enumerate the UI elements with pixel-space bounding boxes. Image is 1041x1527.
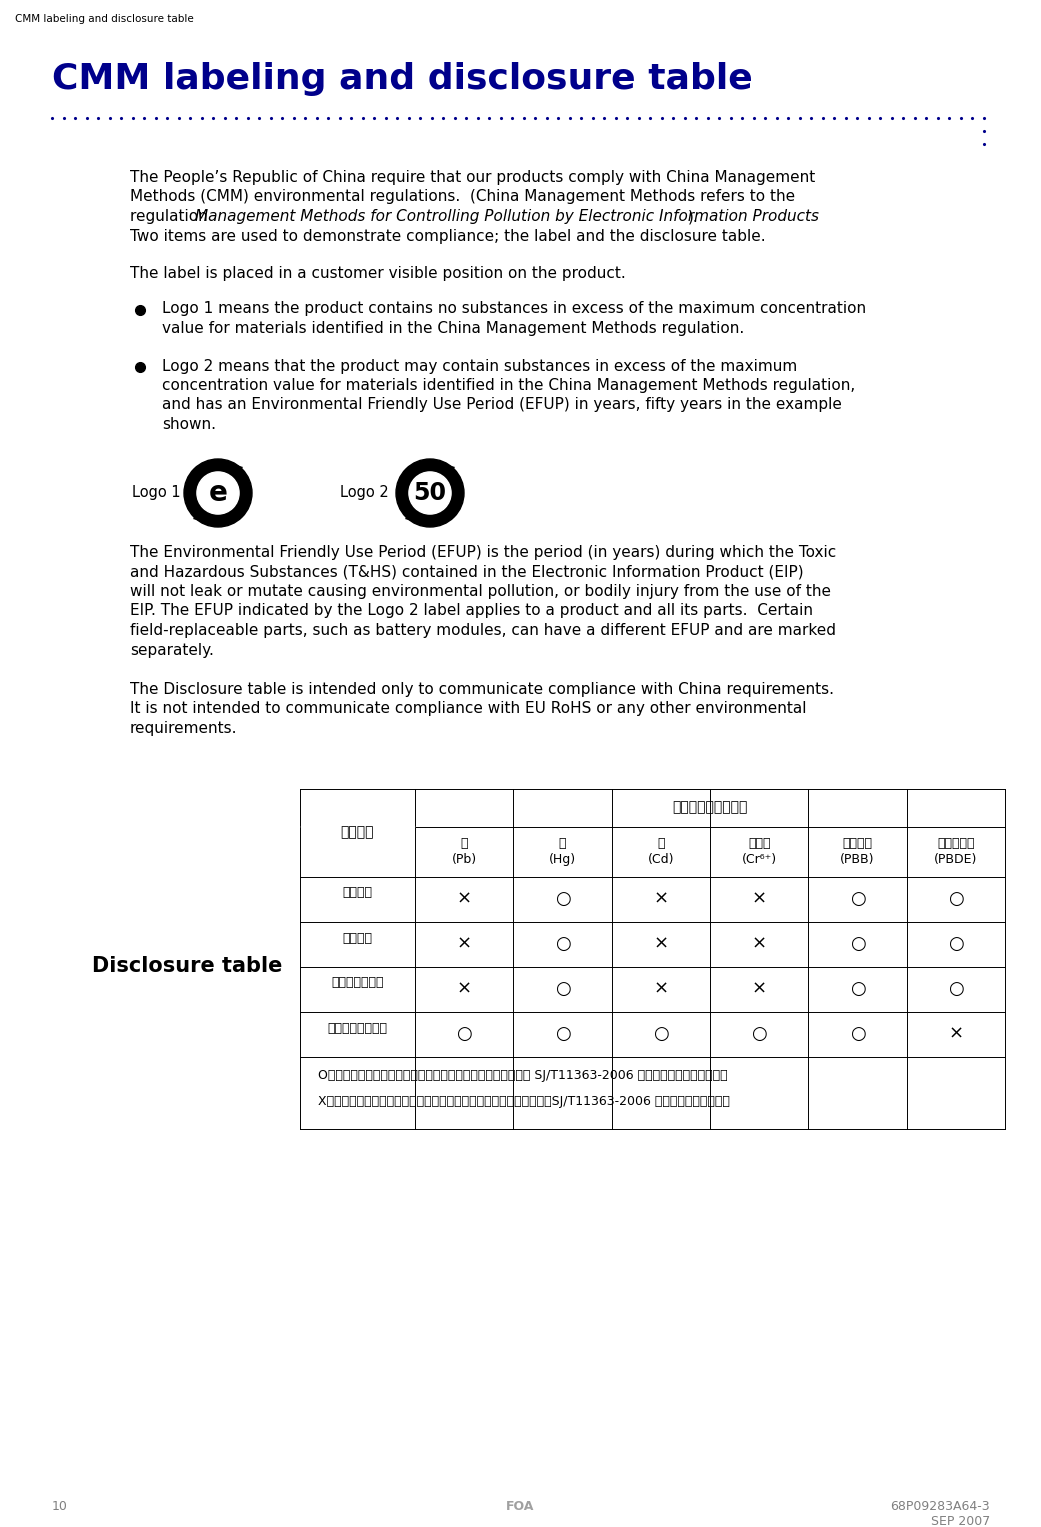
Text: requirements.: requirements.: [130, 721, 237, 736]
Text: Logo 2: Logo 2: [340, 486, 388, 499]
Text: Logo 1 means the product contains no substances in excess of the maximum concent: Logo 1 means the product contains no sub…: [162, 301, 866, 316]
Text: ○: ○: [948, 890, 964, 909]
Text: and Hazardous Substances (T&HS) contained in the Electronic Information Product : and Hazardous Substances (T&HS) containe…: [130, 565, 804, 580]
Text: ×: ×: [654, 980, 668, 999]
Text: 六价铬
(Cr⁶⁺): 六价铬 (Cr⁶⁺): [741, 837, 777, 866]
Text: ×: ×: [752, 890, 767, 909]
Polygon shape: [228, 464, 243, 472]
Text: and has an Environmental Friendly Use Period (EFUP) in years, fifty years in the: and has an Environmental Friendly Use Pe…: [162, 397, 842, 412]
Text: EIP. The EFUP indicated by the Logo 2 label applies to a product and all its par: EIP. The EFUP indicated by the Logo 2 la…: [130, 603, 813, 618]
Text: ×: ×: [948, 1025, 963, 1043]
Text: ○: ○: [948, 935, 964, 953]
Text: Methods (CMM) environmental regulations.  (China Management Methods refers to th: Methods (CMM) environmental regulations.…: [130, 189, 795, 205]
Text: CMM labeling and disclosure table: CMM labeling and disclosure table: [52, 63, 753, 96]
Text: ×: ×: [457, 890, 472, 909]
Text: CMM labeling and disclosure table: CMM labeling and disclosure table: [15, 14, 194, 24]
Text: e: e: [208, 479, 227, 507]
Text: 镉
(Cd): 镉 (Cd): [648, 837, 675, 866]
Text: ×: ×: [457, 935, 472, 953]
Text: ○: ○: [948, 980, 964, 999]
Text: ○: ○: [849, 935, 865, 953]
Text: ).: ).: [688, 209, 699, 224]
Text: ×: ×: [654, 890, 668, 909]
Text: The Disclosure table is intended only to communicate compliance with China requi: The Disclosure table is intended only to…: [130, 683, 834, 696]
Text: The Environmental Friendly Use Period (EFUP) is the period (in years) during whi: The Environmental Friendly Use Period (E…: [130, 545, 836, 560]
Text: ○: ○: [555, 935, 570, 953]
Text: 10: 10: [52, 1500, 68, 1513]
Text: 金属部件: 金属部件: [342, 887, 373, 899]
Text: ○: ○: [653, 1025, 668, 1043]
Circle shape: [197, 472, 239, 515]
Text: shown.: shown.: [162, 417, 215, 432]
Text: X：　表示该有毒有害物质至少在该部件的某一均质材料中的含量超函SJ/T11363-2006 标准规定的限量要求。: X： 表示该有毒有害物质至少在该部件的某一均质材料中的含量超函SJ/T11363…: [318, 1095, 730, 1107]
Polygon shape: [406, 515, 421, 522]
Text: Logo 2 means that the product may contain substances in excess of the maximum: Logo 2 means that the product may contai…: [162, 359, 797, 374]
Text: ×: ×: [654, 935, 668, 953]
Text: 有毒有害物质或元素: 有毒有害物质或元素: [672, 800, 747, 814]
Text: O：　表示该有毒有害物质在该部件所有均质材料中的含量均在 SJ/T11363-2006 标准规定的限量要求以下。: O： 表示该有毒有害物质在该部件所有均质材料中的含量均在 SJ/T11363-2…: [318, 1069, 728, 1081]
Text: ○: ○: [456, 1025, 472, 1043]
Text: Logo 1: Logo 1: [132, 486, 181, 499]
Text: The People’s Republic of China require that our products comply with China Manag: The People’s Republic of China require t…: [130, 169, 815, 185]
Text: concentration value for materials identified in the China Management Methods reg: concentration value for materials identi…: [162, 379, 856, 392]
Circle shape: [409, 472, 451, 515]
Text: ○: ○: [849, 980, 865, 999]
Text: regulation: regulation: [130, 209, 212, 224]
Text: FOA: FOA: [506, 1500, 534, 1513]
Text: 部件名称: 部件名称: [340, 826, 375, 840]
Text: ×: ×: [752, 935, 767, 953]
Text: 多溴联苯
(PBB): 多溴联苯 (PBB): [840, 837, 874, 866]
Text: ○: ○: [555, 980, 570, 999]
Text: 多溴二苯醚
(PBDE): 多溴二苯醚 (PBDE): [934, 837, 977, 866]
Text: field-replaceable parts, such as battery modules, can have a different EFUP and : field-replaceable parts, such as battery…: [130, 623, 836, 638]
Text: ×: ×: [457, 980, 472, 999]
Polygon shape: [439, 464, 455, 472]
Text: Management Methods for Controlling Pollution by Electronic Information Products: Management Methods for Controlling Pollu…: [195, 209, 819, 224]
Circle shape: [396, 460, 464, 527]
Text: ○: ○: [555, 1025, 570, 1043]
Text: value for materials identified in the China Management Methods regulation.: value for materials identified in the Ch…: [162, 321, 744, 336]
Text: 68P09283A64-3: 68P09283A64-3: [890, 1500, 990, 1513]
Text: The label is placed in a customer visible position on the product.: The label is placed in a customer visibl…: [130, 266, 626, 281]
Text: ○: ○: [555, 890, 570, 909]
Text: Two items are used to demonstrate compliance; the label and the disclosure table: Two items are used to demonstrate compli…: [130, 229, 765, 243]
Text: SEP 2007: SEP 2007: [931, 1515, 990, 1527]
Text: ×: ×: [752, 980, 767, 999]
Text: ○: ○: [752, 1025, 767, 1043]
Circle shape: [184, 460, 252, 527]
Text: ○: ○: [849, 1025, 865, 1043]
Text: 电羆及电羆组件: 电羆及电羆组件: [331, 976, 384, 989]
Text: 电路模块: 电路模块: [342, 931, 373, 945]
Text: will not leak or mutate causing environmental pollution, or bodily injury from t: will not leak or mutate causing environm…: [130, 583, 831, 599]
Polygon shape: [194, 515, 208, 522]
Text: It is not intended to communicate compliance with EU RoHS or any other environme: It is not intended to communicate compli…: [130, 701, 807, 716]
Bar: [300, 788, 1005, 1128]
Text: Disclosure table: Disclosure table: [92, 956, 282, 976]
Text: 50: 50: [413, 481, 447, 505]
Text: separately.: separately.: [130, 643, 213, 658]
Text: 铅
(Pb): 铅 (Pb): [452, 837, 477, 866]
Text: 塑料和聚合物部件: 塑料和聚合物部件: [328, 1022, 387, 1034]
Text: 汞
(Hg): 汞 (Hg): [549, 837, 576, 866]
Text: ○: ○: [849, 890, 865, 909]
